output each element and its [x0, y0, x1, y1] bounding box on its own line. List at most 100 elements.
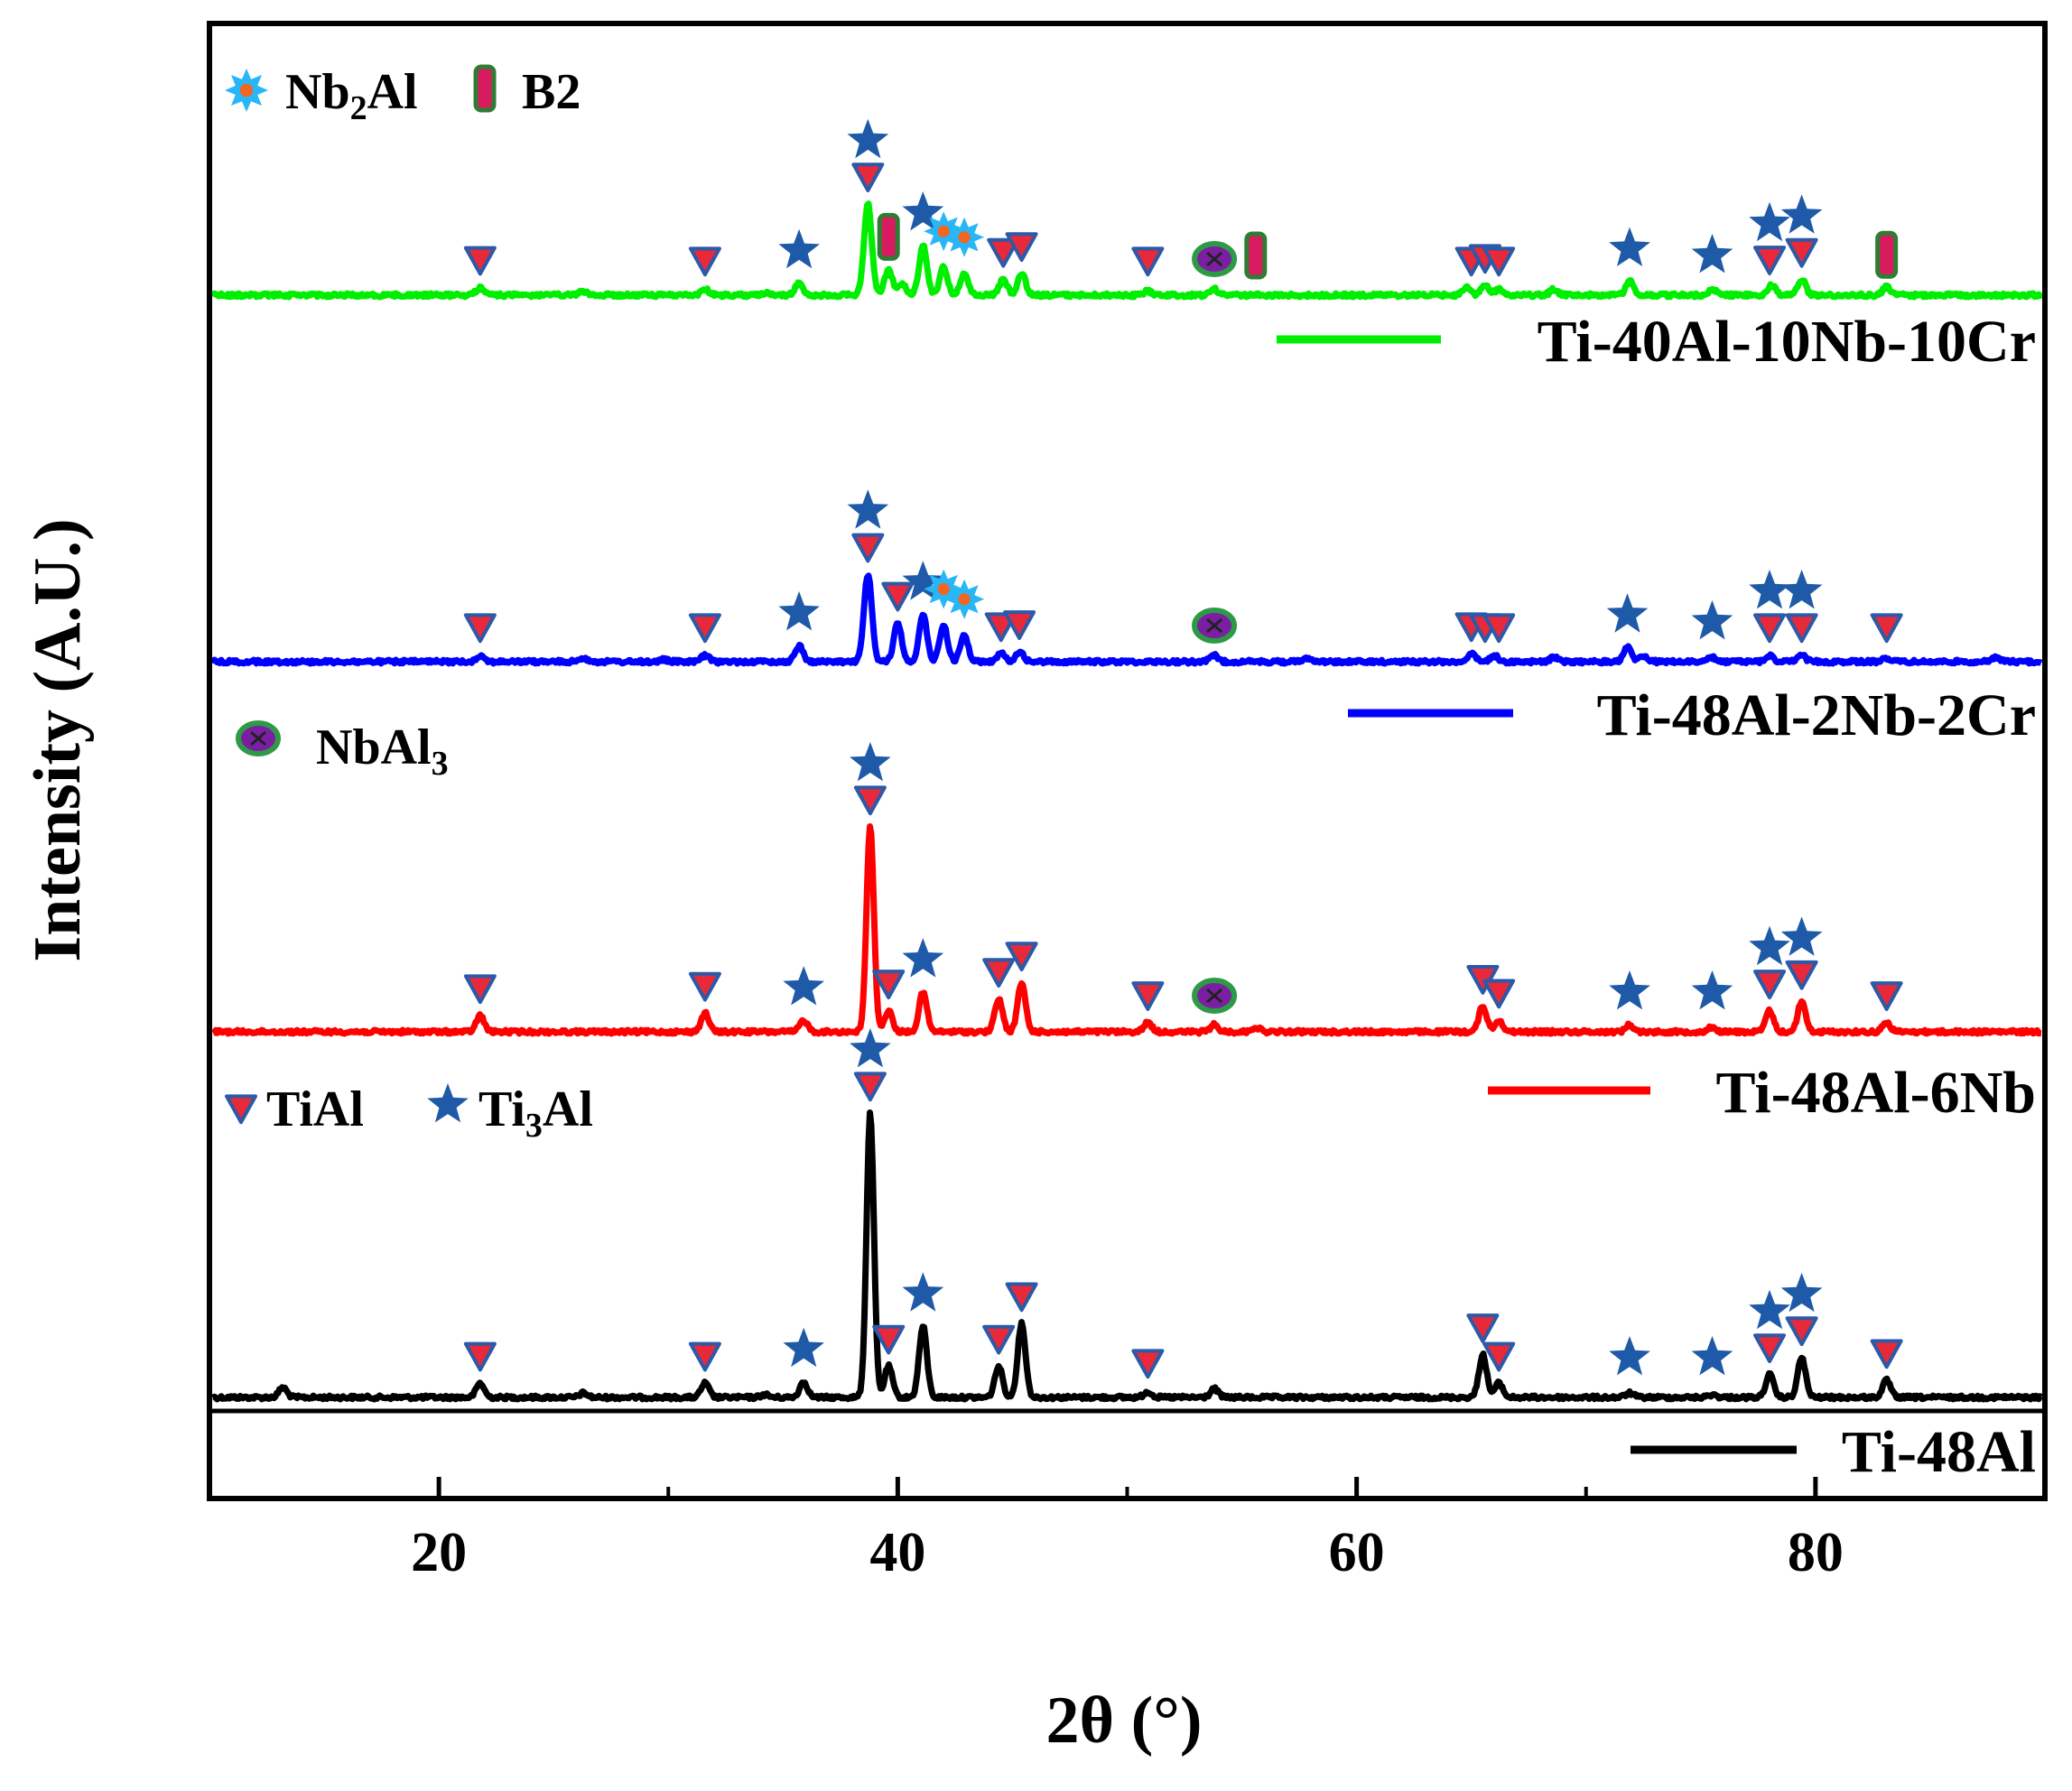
marker-tial-38_7	[851, 533, 885, 563]
axes-layer: 20 40 60 80	[207, 21, 2048, 1583]
legend-nbal3-label: NbAl3	[316, 719, 449, 783]
marker-tial-44_4	[982, 1324, 1016, 1355]
x-tick-label-60: 60	[1329, 1522, 1385, 1583]
series-layer	[209, 200, 2044, 1403]
marker-tial-78	[1753, 613, 1787, 644]
marker-tial-31_6	[688, 1341, 721, 1372]
marker-ti3al-79_4	[1780, 1272, 1823, 1313]
marker-tial-31_6	[688, 246, 721, 277]
marker-tial-45_3	[1003, 610, 1036, 640]
marker-ti3al-75_5	[1691, 1336, 1733, 1376]
marker-ti3al-79_4	[1780, 194, 1823, 234]
marker-b2-83_1	[1875, 230, 1899, 279]
marker-ti3al-79_4	[1780, 916, 1823, 956]
legend-layer: Nb2Al B2 NbAl3 TiAl Ti3Al	[225, 64, 593, 1145]
marker-ti3al-78	[1749, 925, 1790, 966]
marker-nbal3-53_8	[1192, 241, 1238, 277]
marker-tial-78	[1753, 970, 1787, 999]
marker-tial-66_2	[1482, 979, 1516, 1009]
x-tick-label-80: 80	[1788, 1522, 1844, 1583]
series-line-ti-48al	[210, 1109, 2043, 1403]
marker-tial-79_4	[1785, 237, 1818, 268]
marker-tial-50_9	[1131, 246, 1165, 277]
marker-nb2al-42	[924, 211, 964, 252]
marker-ti3al-71_9	[1609, 227, 1650, 266]
legend-b2-label: B2	[522, 64, 581, 120]
marker-nb2al-42_9	[944, 579, 985, 619]
x-tick-label-40: 40	[869, 1522, 925, 1583]
marker-tial-39_6	[872, 1324, 906, 1355]
x-axis-title: 2θ (°)	[1045, 1684, 1202, 1758]
legend-tial-icon	[225, 1094, 257, 1125]
marker-ti3al-75_5	[1691, 970, 1733, 1010]
marker-ti3al-38_7	[847, 489, 889, 529]
marker-ti3al-35_7	[778, 591, 820, 631]
marker-nbal3-53_8	[1192, 608, 1238, 644]
marker-ti3al-38_7	[847, 118, 889, 159]
marker-tial-38_8	[853, 785, 887, 816]
marker-ti3al-41_1	[902, 938, 944, 978]
marker-ti3al-79_4	[1780, 570, 1823, 609]
marker-tial-79_4	[1785, 1316, 1818, 1347]
sample-label-ti-40al-10nb-10cr: Ti-40Al-10Nb-10Cr	[1538, 309, 2036, 375]
marker-ti3al-35_9	[783, 966, 824, 1006]
legend-b2-icon	[473, 64, 497, 113]
marker-tial-83_1	[1870, 981, 1903, 1011]
marker-ti3al-75_5	[1691, 600, 1733, 640]
series-line-ti-40al-10nb-10cr	[209, 200, 2044, 301]
marker-tial-66_2	[1482, 246, 1516, 277]
marker-tial-66_2	[1482, 1341, 1516, 1372]
marker-b2-39_6	[877, 212, 900, 261]
sample-label-ti-48al: Ti-48Al	[1842, 1419, 2036, 1485]
marker-b2-55_6	[1244, 231, 1268, 280]
legend-ti3al-label: Ti3Al	[479, 1081, 593, 1145]
legend-nb2al-icon	[225, 69, 268, 112]
marker-ti3al-41_1	[902, 1272, 944, 1312]
marker-tial-66_2	[1482, 613, 1516, 644]
marker-tial-31_6	[688, 613, 721, 644]
marker-tial-45_4	[1005, 942, 1038, 972]
marker-tial-50_9	[1131, 981, 1165, 1011]
legend-ti3al-icon	[427, 1083, 469, 1123]
marker-tial-83_1	[1870, 613, 1903, 644]
marker-ti3al-41_1	[902, 561, 944, 600]
marker-tial-44_6	[987, 237, 1020, 268]
marker-tial-38_7	[851, 162, 885, 192]
marker-tial-21_8	[463, 1341, 497, 1372]
marker-tial-50_9	[1131, 1349, 1165, 1379]
marker-tial-31_6	[688, 971, 721, 1002]
marker-ti3al-78	[1749, 1289, 1790, 1330]
sample-label-ti-48al-2nb-2cr: Ti-48Al-2Nb-2Cr	[1597, 682, 2036, 748]
marker-ti3al-35_7	[778, 228, 820, 269]
marker-ti3al-71_9	[1609, 970, 1650, 1010]
marker-tial-39_6	[872, 970, 906, 999]
marker-nbal3-53_8	[1192, 978, 1238, 1014]
marker-tial-65_5	[1466, 1313, 1500, 1343]
marker-tial-78	[1753, 1333, 1787, 1363]
marker-tial-21_8	[463, 246, 497, 276]
marker-ti3al-38_8	[850, 1028, 891, 1068]
marker-tial-38_8	[853, 1072, 887, 1102]
marker-ti3al-71_9	[1609, 1336, 1650, 1376]
series-line-ti-48al-6nb	[211, 823, 2043, 1037]
marker-tial-44_4	[982, 958, 1016, 988]
sample-label-ti-48al-6nb: Ti-48Al-6Nb	[1716, 1060, 2037, 1126]
marker-ti3al-41_1	[902, 191, 944, 231]
marker-tial-40	[881, 581, 915, 612]
marker-ti3al-75_5	[1691, 234, 1733, 274]
marker-ti3al-78	[1749, 570, 1790, 609]
marker-tial-21_8	[463, 974, 497, 1005]
series-line-ti-48al-2nb-2cr	[209, 572, 2043, 667]
marker-tial-79_4	[1785, 960, 1818, 990]
marker-tial-45_4	[1005, 1282, 1038, 1313]
x-tick-label-20: 20	[411, 1522, 467, 1583]
legend-tial-label: TiAl	[266, 1081, 364, 1137]
marker-ti3al-38_8	[850, 742, 891, 782]
marker-tial-45_4	[1005, 232, 1038, 262]
marker-tial-79_4	[1785, 613, 1818, 644]
marker-tial-78	[1753, 246, 1787, 275]
marker-layer	[463, 118, 1903, 1379]
legend-nb2al-label: Nb2Al	[285, 64, 418, 127]
marker-tial-83_1	[1870, 1339, 1903, 1369]
